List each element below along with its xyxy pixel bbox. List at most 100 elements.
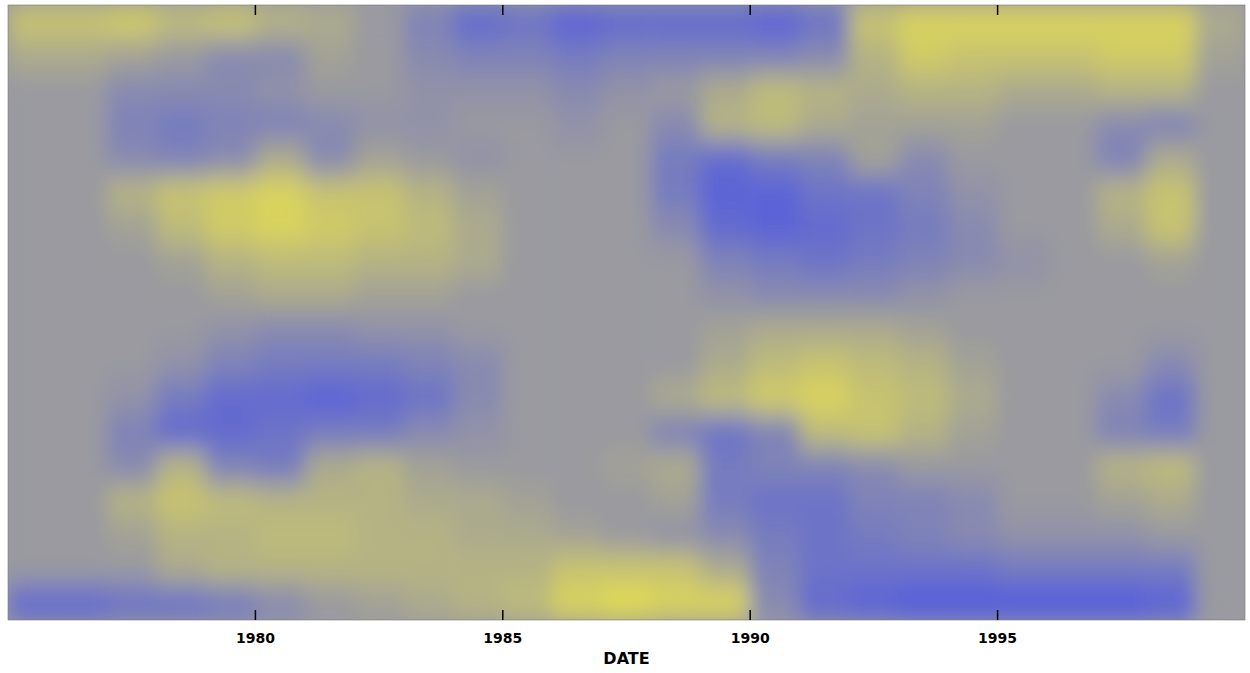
cell xyxy=(156,5,206,40)
cell xyxy=(552,381,602,416)
cell xyxy=(998,5,1048,40)
cell xyxy=(107,415,157,450)
cell xyxy=(354,347,404,382)
cell xyxy=(849,278,899,313)
cell xyxy=(1196,347,1245,382)
cell xyxy=(1047,347,1097,382)
cell xyxy=(800,483,850,518)
cell xyxy=(453,518,503,553)
cell xyxy=(57,142,107,177)
cell xyxy=(602,278,652,313)
cell xyxy=(107,73,157,108)
cell xyxy=(107,586,157,620)
cell xyxy=(800,381,850,416)
cell xyxy=(255,5,305,40)
cell xyxy=(453,244,503,279)
cell xyxy=(948,518,998,553)
cell xyxy=(750,381,800,416)
cell xyxy=(552,39,602,74)
cell xyxy=(602,483,652,518)
cell xyxy=(701,381,751,416)
cell xyxy=(1196,449,1245,484)
cell xyxy=(1047,142,1097,177)
cell xyxy=(701,108,751,143)
cell xyxy=(354,449,404,484)
cells-clip xyxy=(8,5,1245,620)
cell xyxy=(701,415,751,450)
cell xyxy=(750,210,800,245)
cell xyxy=(1196,586,1245,620)
cell xyxy=(206,142,256,177)
cell xyxy=(354,142,404,177)
cell xyxy=(800,313,850,348)
cell xyxy=(8,278,58,313)
cell xyxy=(255,552,305,587)
cell xyxy=(107,483,157,518)
cell xyxy=(651,483,701,518)
cell xyxy=(156,449,206,484)
cell xyxy=(1146,73,1196,108)
cell xyxy=(354,278,404,313)
cell xyxy=(849,415,899,450)
cell xyxy=(651,313,701,348)
cell xyxy=(849,483,899,518)
cell xyxy=(404,586,454,620)
cell xyxy=(503,278,553,313)
cell xyxy=(899,415,949,450)
cell xyxy=(1047,483,1097,518)
cell xyxy=(255,176,305,211)
cell xyxy=(1196,39,1245,74)
cell xyxy=(1047,176,1097,211)
cell xyxy=(453,278,503,313)
cell xyxy=(998,415,1048,450)
cell xyxy=(1196,313,1245,348)
cell xyxy=(948,108,998,143)
cell xyxy=(998,244,1048,279)
cell xyxy=(701,552,751,587)
cell xyxy=(107,142,157,177)
cell xyxy=(552,176,602,211)
cell xyxy=(354,73,404,108)
cell xyxy=(206,518,256,553)
cell xyxy=(1097,518,1147,553)
cell xyxy=(156,210,206,245)
cell xyxy=(849,552,899,587)
cell xyxy=(1196,108,1245,143)
cell xyxy=(899,347,949,382)
cell xyxy=(552,552,602,587)
cell xyxy=(1146,108,1196,143)
cell xyxy=(107,176,157,211)
cell xyxy=(948,176,998,211)
cell xyxy=(998,586,1048,620)
cell xyxy=(998,73,1048,108)
cell xyxy=(107,449,157,484)
cell xyxy=(750,278,800,313)
cell xyxy=(404,142,454,177)
cell xyxy=(1196,210,1245,245)
cell xyxy=(899,278,949,313)
cell xyxy=(1097,210,1147,245)
cell xyxy=(305,142,355,177)
cell xyxy=(404,381,454,416)
cell xyxy=(1097,552,1147,587)
cell xyxy=(651,73,701,108)
cell xyxy=(651,518,701,553)
cell xyxy=(1047,313,1097,348)
cell xyxy=(849,176,899,211)
cell xyxy=(1047,552,1097,587)
cell xyxy=(948,142,998,177)
cell xyxy=(57,586,107,620)
cell xyxy=(651,5,701,40)
cell xyxy=(206,39,256,74)
cell xyxy=(998,483,1048,518)
cell xyxy=(255,586,305,620)
cell xyxy=(305,449,355,484)
cell xyxy=(453,552,503,587)
cell xyxy=(899,518,949,553)
cell xyxy=(305,586,355,620)
cell xyxy=(1097,449,1147,484)
cell xyxy=(998,552,1048,587)
cell xyxy=(1196,552,1245,587)
tick-mark xyxy=(255,610,257,620)
cell xyxy=(1146,176,1196,211)
